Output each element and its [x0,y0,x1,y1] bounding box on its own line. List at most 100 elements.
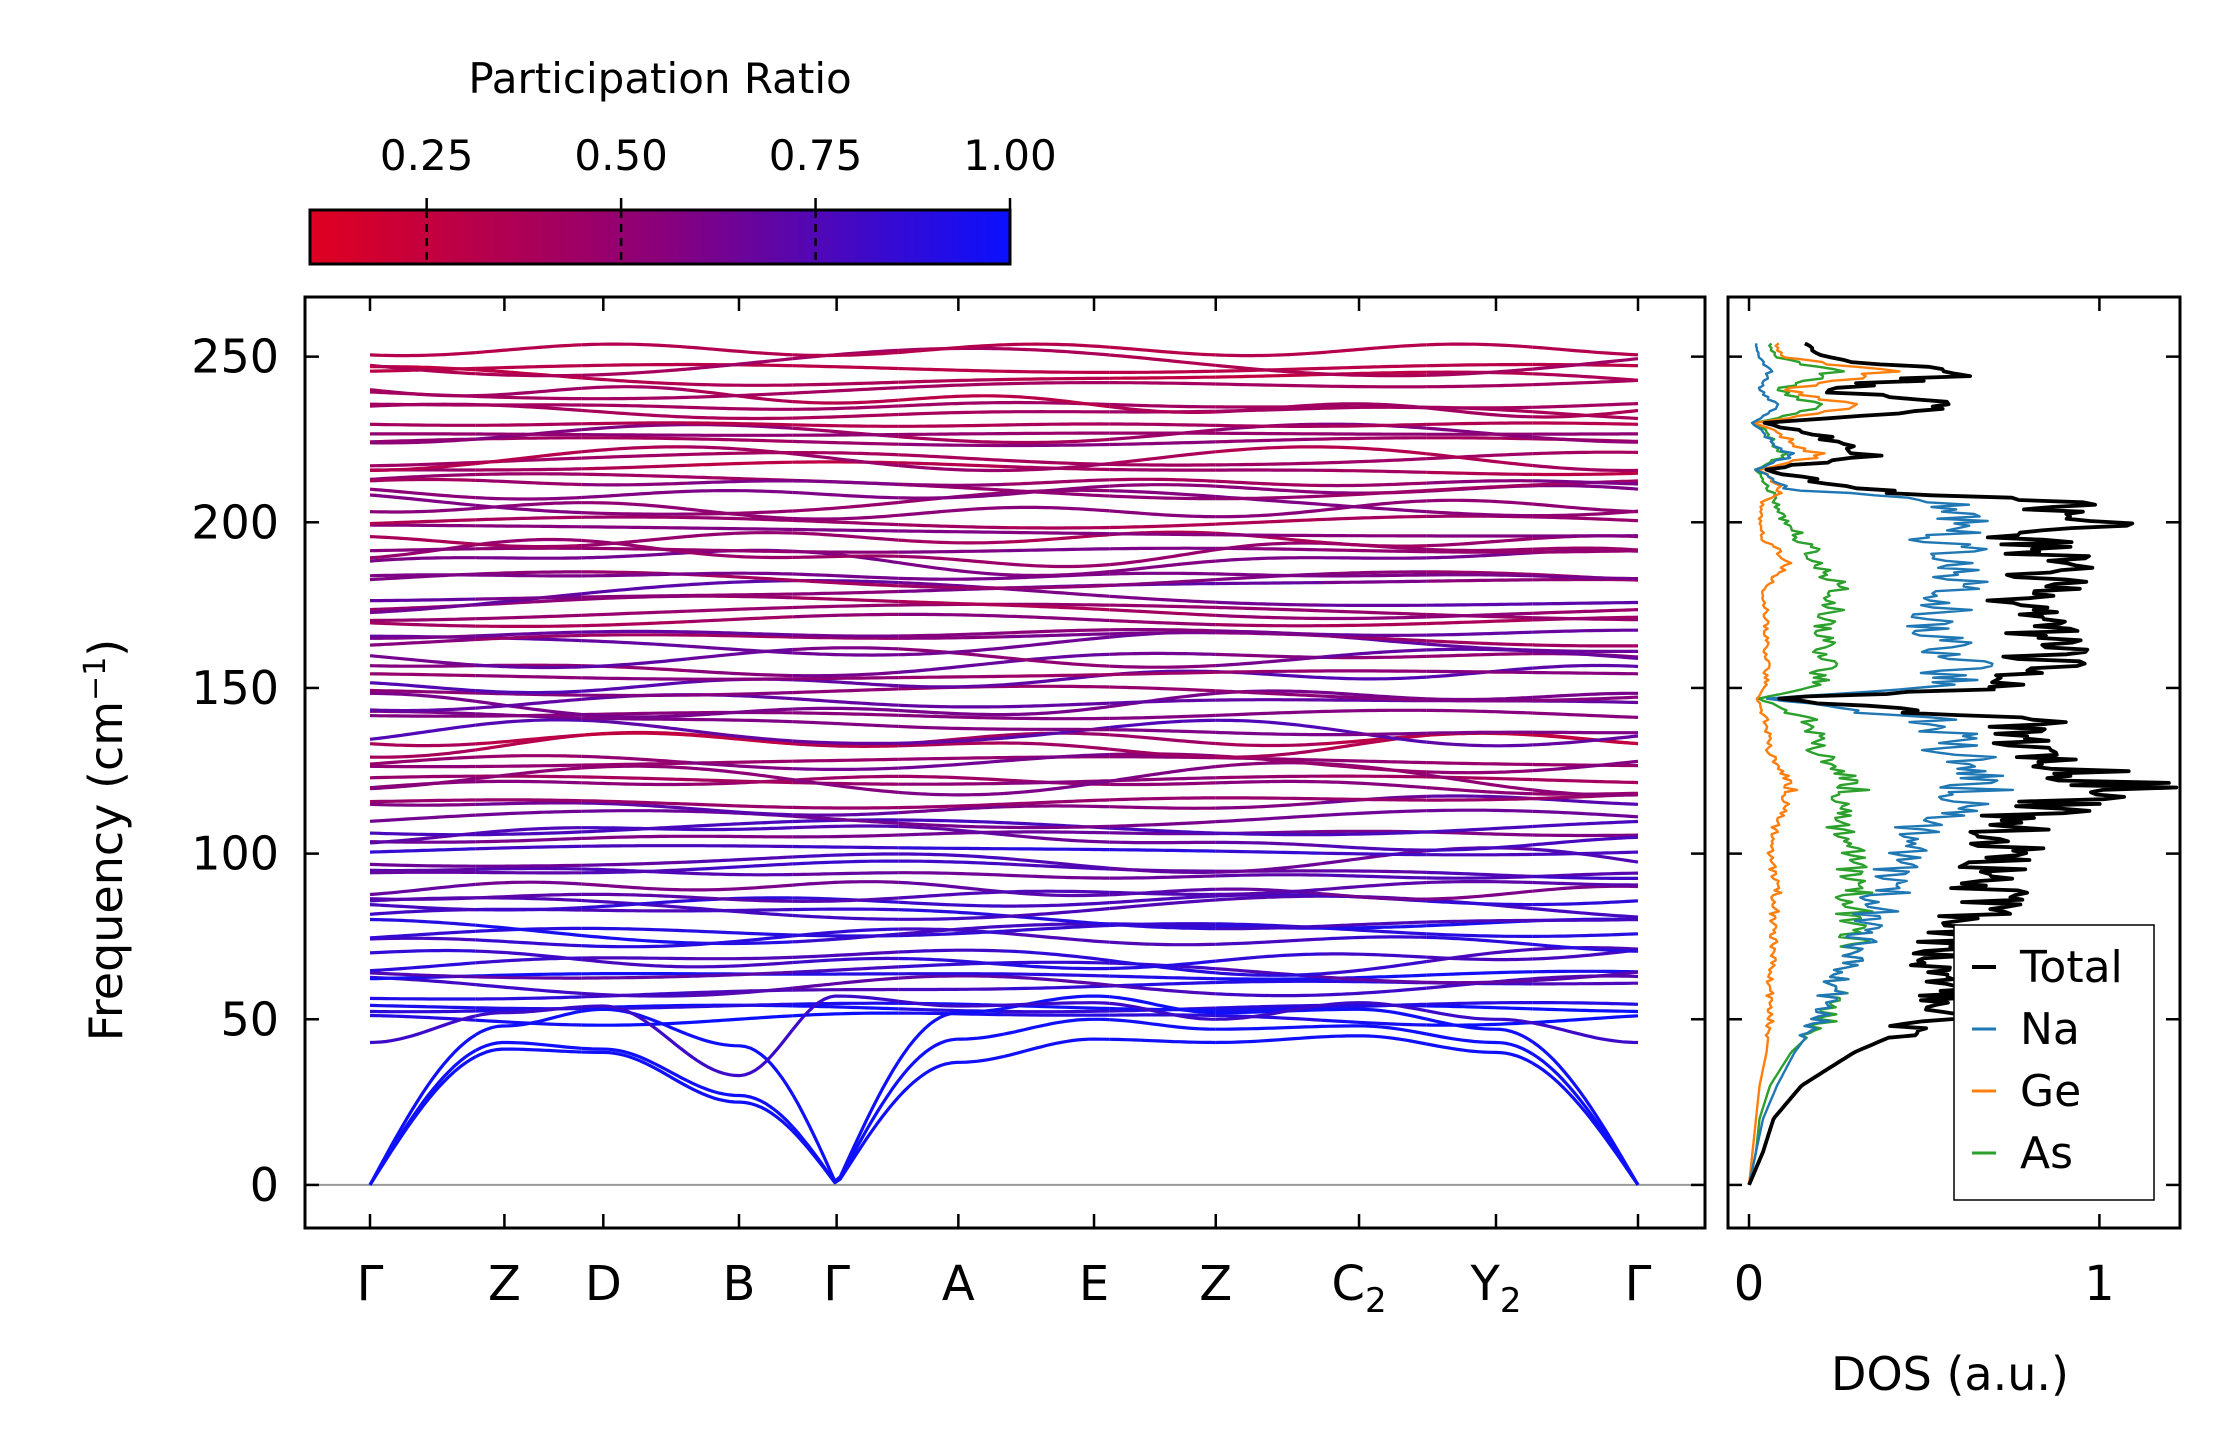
optical-branch [1215,461,1322,467]
optical-branch [369,654,476,667]
optical-branch [792,739,899,745]
optical-branch [581,620,688,628]
optical-branch [792,956,899,965]
k-point-name: Γ [357,1256,384,1312]
optical-branch [792,380,899,387]
y-tick-label: 0 [250,1158,279,1212]
optical-branch [1003,798,1110,806]
optical-branch [581,525,688,530]
optical-branch [1532,874,1638,880]
optical-branch [1215,403,1322,414]
optical-branch [792,364,899,371]
optical-branch [581,882,687,892]
optical-branch [475,866,582,871]
optical-branch [581,933,688,945]
optical-branch [1003,505,1110,513]
optical-branch [369,472,476,481]
optical-branch [369,896,476,901]
acoustic-branch [1426,1042,1534,1065]
optical-branch [1532,1001,1639,1006]
optical-branch [1320,457,1427,465]
optical-branch [1321,481,1427,488]
optical-branch [1109,959,1216,971]
optical-branch [792,386,899,395]
optical-branch [1215,508,1322,519]
optical-branch [1109,840,1216,845]
optical-branch [1109,477,1216,483]
acoustic-branch [897,1054,1005,1099]
optical-branch [475,542,582,549]
optical-branch [1003,972,1110,978]
optical-branch [686,479,793,485]
optical-branch [1215,600,1322,607]
optical-branch [686,437,793,443]
optical-branch [1109,890,1216,897]
optical-branch [898,987,1005,992]
optical-branch [792,678,899,688]
optical-branch [898,660,1005,674]
optical-branch [686,579,793,587]
optical-branch [1003,779,1110,785]
optical-branch [475,624,582,628]
optical-branch [792,965,899,974]
optical-branch [1426,935,1533,946]
acoustic-branch [581,1046,688,1083]
optical-branch [475,467,582,472]
optical-branch [1003,804,1110,809]
optical-branch [581,609,688,617]
optical-branch [1426,483,1533,493]
optical-branch [581,472,688,479]
optical-branch [369,948,476,955]
optical-branch [686,707,793,718]
optical-branch [1215,831,1322,837]
optical-branch [1109,522,1216,530]
optical-branch [686,895,793,903]
optical-branch [1532,969,1639,974]
optical-branch [792,852,899,859]
optical-branch [1003,949,1110,963]
x-axis-label-dos: DOS (a.u.) [1831,1347,2069,1401]
optical-branch [369,882,476,897]
optical-branch [792,531,899,542]
optical-branch [1004,462,1110,472]
optical-branch [1004,442,1110,448]
optical-branch [1532,734,1639,747]
optical-branch [898,377,1005,384]
optical-branch [369,870,476,875]
optical-branch [369,351,476,358]
optical-branch [581,546,688,552]
optical-branch [1321,952,1427,959]
optical-branch [1109,440,1216,447]
optical-branch [1532,643,1638,648]
optical-branch [686,929,793,937]
optical-branch [792,670,899,678]
optical-branch [1532,600,1638,606]
optical-branch [475,801,582,806]
optical-branch [1215,1003,1321,1010]
optical-branch [898,924,1005,936]
optical-branch [1320,468,1427,474]
k-point-name: B [723,1256,756,1312]
acoustic-branch [475,1047,582,1059]
optical-branch [898,759,1005,770]
optical-branch [1109,820,1216,828]
acoustic-branch [1320,1034,1427,1046]
optical-branch [369,971,476,979]
optical-branch [581,1021,688,1027]
optical-branch [475,343,582,355]
optical-branch [898,529,1005,534]
optical-branch [1109,974,1216,981]
optical-branch [686,855,793,864]
optical-branch [1320,873,1427,880]
optical-branch [792,527,899,533]
optical-branch [1109,422,1216,427]
optical-branch [898,423,1005,428]
optical-branch [1003,962,1110,971]
y-tick-label: 100 [191,827,279,881]
optical-branch [1532,549,1639,554]
optical-branch [792,1001,899,1006]
optical-branch [1426,970,1533,977]
optical-branch [369,831,476,837]
optical-branch [1320,935,1427,941]
